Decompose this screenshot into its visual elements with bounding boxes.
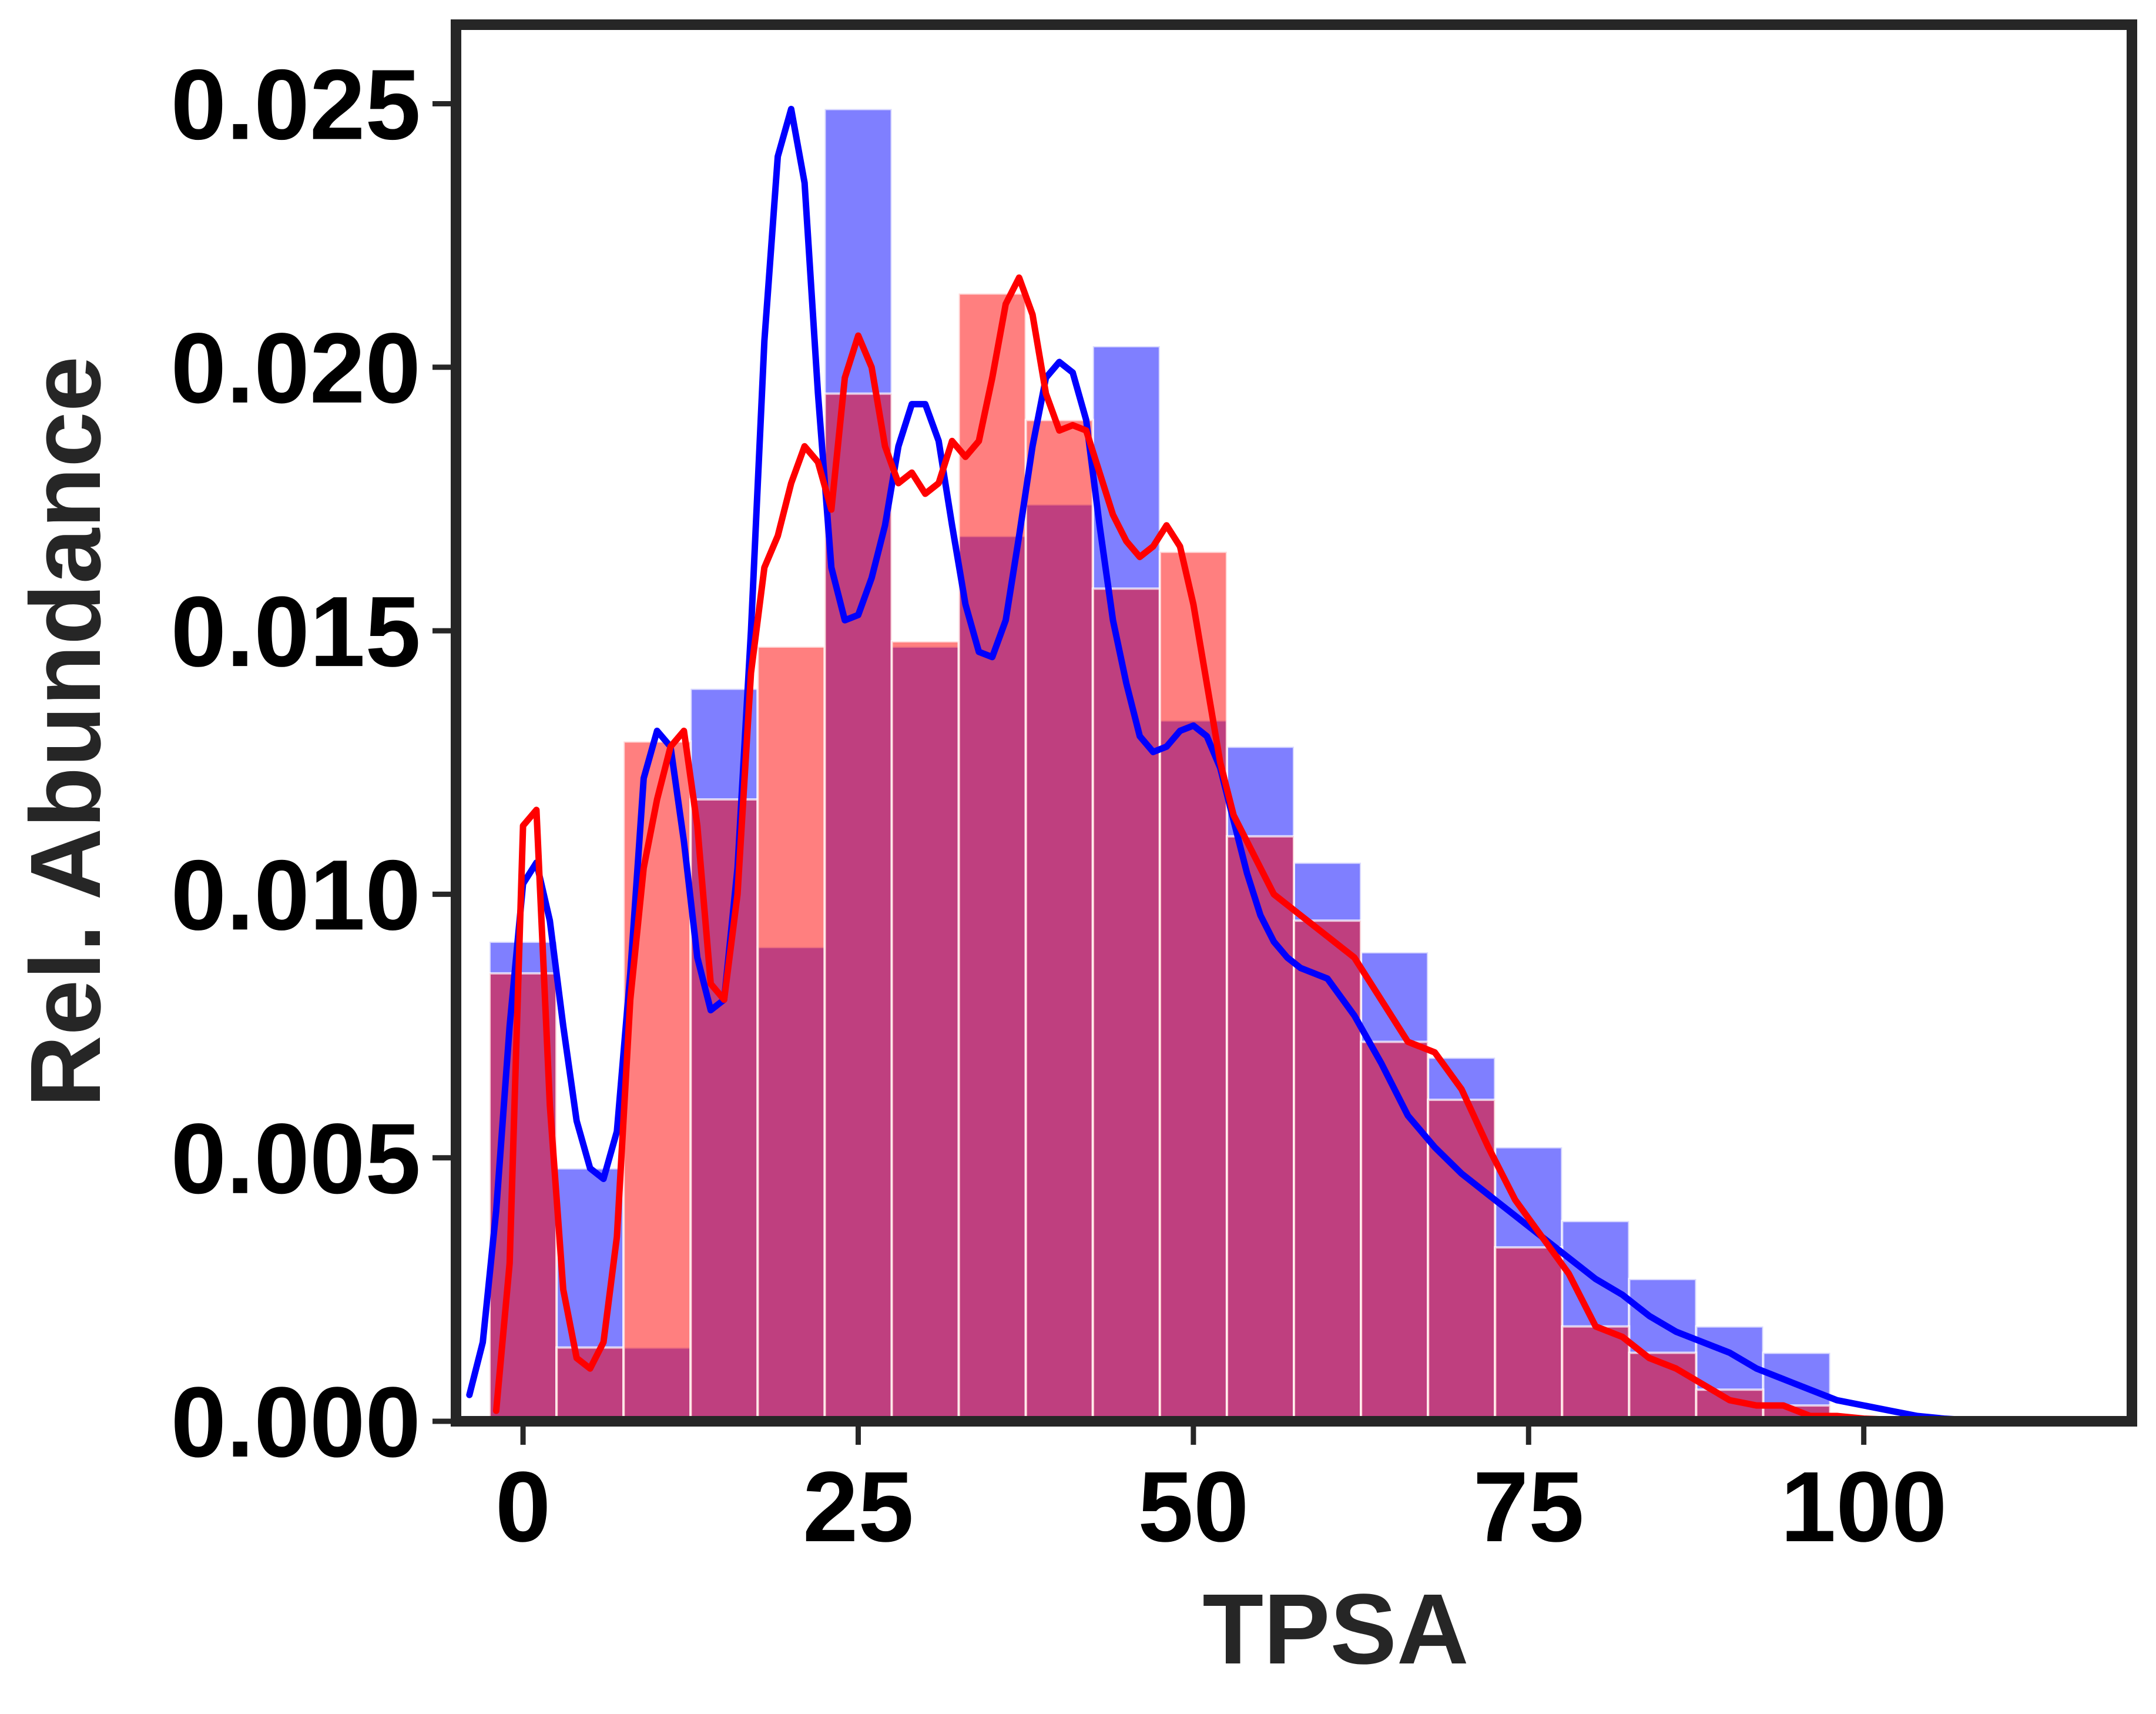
red-bar-4 [756,645,826,1421]
red-bar-12 [1293,919,1363,1421]
red-bar-1 [555,1346,625,1421]
y-axis: 0.000 0.005 0.010 0.015 0.020 0.025 [171,49,451,1478]
red-bar-9 [1091,587,1161,1421]
x-tick-label-1: 25 [803,1451,914,1563]
red-bar-13 [1360,1040,1430,1421]
x-tick-label-4: 100 [1781,1451,1947,1563]
red-bar-6 [890,640,960,1421]
x-axis: 0 25 50 75 100 [495,1427,1947,1563]
red-bar-10 [1158,550,1228,1421]
y-tick-label-5: 0.025 [171,49,421,160]
x-tick-label-0: 0 [495,1451,551,1563]
y-tick-label-1: 0.005 [171,1103,421,1215]
y-tick-label-2: 0.010 [171,839,421,951]
y-axis-title: Rel. Abundance [10,356,122,1107]
red-bar-8 [1024,419,1094,1421]
red-bar-16 [1561,1325,1631,1421]
kde-curves [466,106,2082,1421]
red-bar-11 [1225,835,1295,1421]
x-tick-label-3: 75 [1473,1451,1584,1563]
y-tick-label-4: 0.020 [171,313,421,424]
y-tick-label-0: 0.000 [171,1367,421,1478]
red-histogram-bars [488,292,1832,1421]
x-axis-title: TPSA [1202,1574,1468,1685]
y-tick-label-3: 0.015 [171,576,421,688]
plot-frame [451,19,2137,1427]
blue-kde-line [466,106,2082,1421]
red-bar-2 [622,740,692,1421]
red-kde-line [492,274,1948,1421]
x-tick-label-2: 50 [1138,1451,1249,1563]
red-bar-15 [1494,1246,1564,1421]
red-bar-7 [957,292,1027,1421]
